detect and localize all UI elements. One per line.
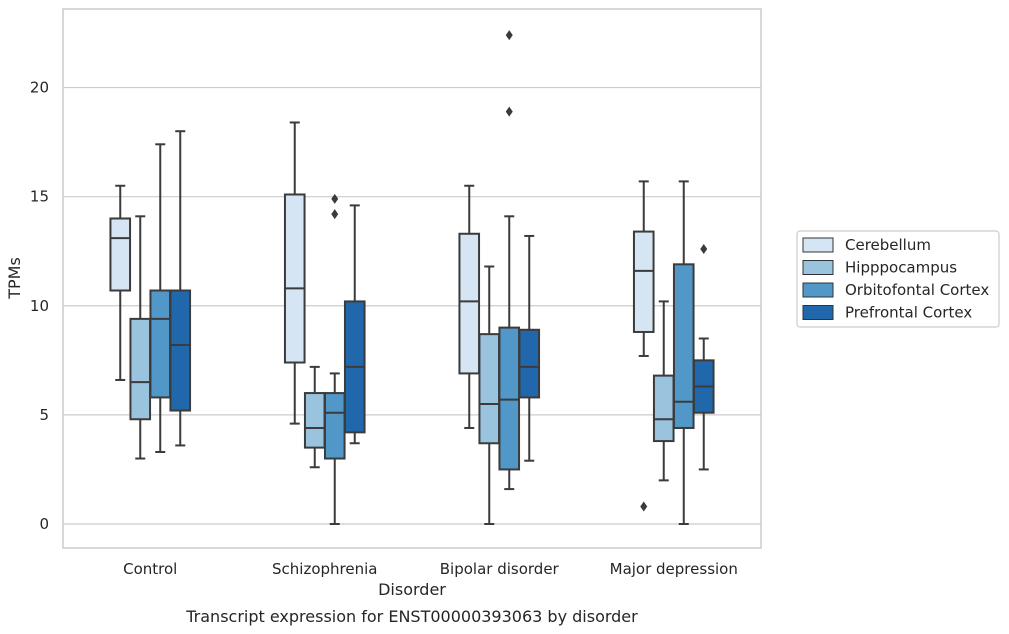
y-tick-label-20: 20 <box>30 79 49 97</box>
box-body <box>303 392 326 449</box>
box-0-1 <box>283 121 306 425</box>
box-3-0 <box>169 130 192 447</box>
outlier-1 <box>331 193 339 204</box>
legend-swatch-3 <box>802 305 834 320</box>
legend: Cerebellum Hipppocampus Orbitofontal Corte… <box>796 230 1000 328</box>
box-1-3 <box>652 300 675 482</box>
box-body <box>129 317 152 421</box>
outlier-0 <box>700 244 708 255</box>
box-2-3 <box>672 180 695 525</box>
plot-area-frame <box>62 8 762 549</box>
box-2-2 <box>498 30 521 491</box>
x-tick-label-0: Control <box>123 560 177 578</box>
box-3-2 <box>518 234 541 462</box>
box-1-2 <box>478 265 501 525</box>
box-2-1 <box>323 193 346 525</box>
box-0-3 <box>632 180 655 512</box>
box-3-3 <box>692 244 715 471</box>
legend-label-1: Hipppocampus <box>845 259 957 277</box>
box-body <box>632 230 655 333</box>
box-body <box>478 333 501 445</box>
y-axis-ticks: 0 5 10 15 20 <box>30 79 49 533</box>
box-body <box>458 232 481 375</box>
y-tick-label-5: 5 <box>39 406 49 424</box>
box-1-0 <box>129 215 152 460</box>
box-0-2 <box>458 184 481 429</box>
x-axis-ticks: Control Schizophrenia Bipolar disorder Majo… <box>123 560 738 578</box>
chart-caption: Transcript expression for ENST0000039306… <box>185 607 638 626</box>
box-body <box>518 328 541 399</box>
box-body <box>652 374 675 443</box>
legend-swatch-0 <box>802 237 834 253</box>
x-tick-label-3: Major depression <box>610 560 738 578</box>
outlier-1 <box>505 30 513 41</box>
x-axis-label: Disorder <box>378 580 446 599</box>
legend-label-0: Cerebellum <box>845 236 931 254</box>
y-tick-label-15: 15 <box>30 188 49 206</box>
legend-label-3: Prefrontal Cortex <box>845 304 972 322</box>
box-3-1 <box>343 204 366 445</box>
legend-frame <box>796 230 1000 328</box>
y-tick-label-10: 10 <box>30 297 49 315</box>
box-1-1 <box>303 365 326 469</box>
box-body <box>109 217 132 292</box>
y-tick-label-0: 0 <box>39 515 49 533</box>
box-body <box>149 289 172 399</box>
legend-label-2: Orbitofontal Cortex <box>845 281 989 299</box>
outlier-0 <box>640 501 648 512</box>
legend-swatch-1 <box>802 260 834 275</box>
outlier-0 <box>505 106 513 117</box>
box-body <box>323 392 346 460</box>
outlier-0 <box>331 209 339 220</box>
box-0-0 <box>109 184 132 381</box>
box-body <box>672 263 695 429</box>
box-2-0 <box>149 143 172 453</box>
legend-swatch-2 <box>802 282 834 298</box>
boxes <box>109 30 715 525</box>
box-body <box>498 326 521 471</box>
y-axis-label: TPMs <box>5 257 24 300</box>
box-body <box>283 193 306 364</box>
x-tick-label-1: Schizophrenia <box>272 560 377 578</box>
box-body <box>169 289 192 412</box>
x-tick-label-2: Bipolar disorder <box>440 560 560 578</box>
